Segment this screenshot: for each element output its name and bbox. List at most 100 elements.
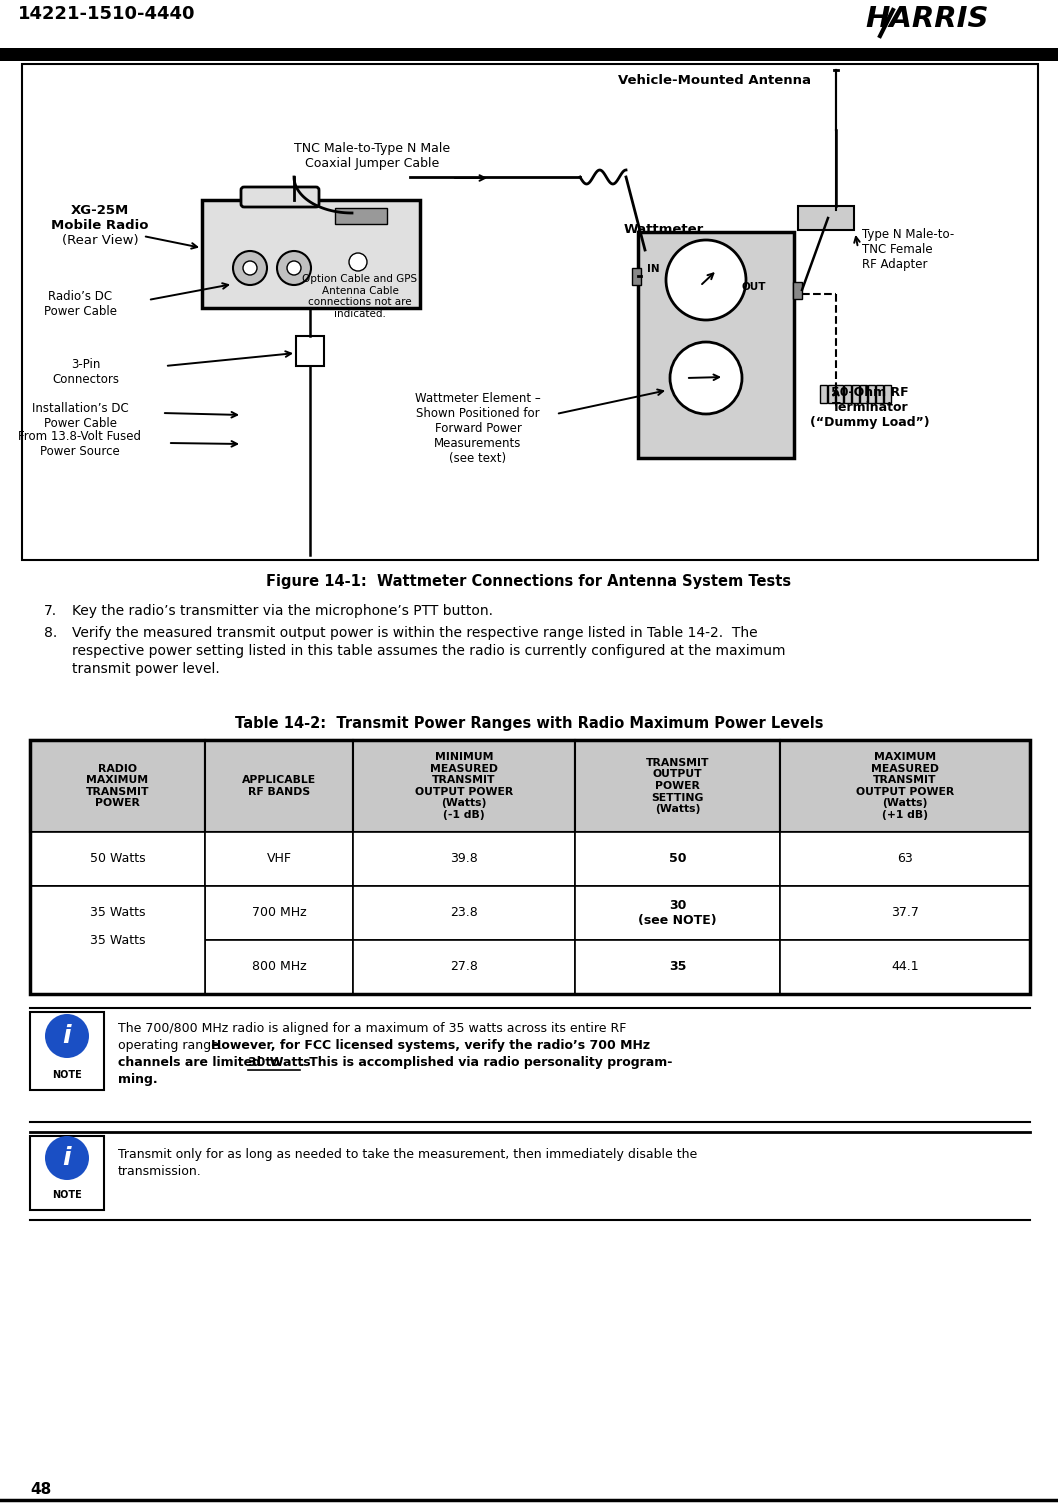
Bar	[30, 886, 205, 994]
Text: 35: 35	[669, 960, 687, 974]
Text: NOTE: NOTE	[52, 1071, 81, 1080]
Text: 8.: 8.	[44, 627, 57, 640]
Text: 35 Watts: 35 Watts	[90, 906, 145, 920]
Text: 30
(see NOTE): 30 (see NOTE)	[638, 898, 717, 927]
Text: 50-Ohm RF
Terminator
(“Dummy Load”): 50-Ohm RF Terminator (“Dummy Load”)	[810, 387, 930, 429]
FancyBboxPatch shape	[241, 187, 320, 207]
Text: 35 Watts: 35 Watts	[90, 933, 145, 947]
Bar	[30, 886, 205, 941]
Text: 23.8: 23.8	[450, 906, 478, 920]
Text: 50: 50	[669, 853, 687, 865]
Text: 7.: 7.	[44, 604, 57, 618]
Bar	[828, 385, 835, 403]
Text: 63: 63	[897, 853, 913, 865]
Circle shape	[233, 251, 267, 285]
Bar	[780, 740, 1030, 832]
Text: TNC Male-to-Type N Male
Coaxial Jumper Cable: TNC Male-to-Type N Male Coaxial Jumper C…	[294, 142, 450, 171]
Bar	[296, 337, 324, 365]
Bar	[638, 233, 794, 458]
Bar	[574, 832, 780, 886]
Text: 14221-1510-4440: 14221-1510-4440	[18, 5, 196, 23]
Text: Transmit only for as long as needed to take the measurement, then immediately di: Transmit only for as long as needed to t…	[118, 1148, 697, 1161]
Bar	[632, 267, 641, 285]
Text: 700 MHz: 700 MHz	[252, 906, 307, 920]
Text: The 700/800 MHz radio is aligned for a maximum of 35 watts across its entire RF: The 700/800 MHz radio is aligned for a m…	[118, 1022, 626, 1034]
Text: Key the radio’s transmitter via the microphone’s PTT button.: Key the radio’s transmitter via the micr…	[72, 604, 493, 618]
Bar	[205, 832, 353, 886]
Bar	[574, 941, 780, 994]
Text: 30 Watts: 30 Watts	[248, 1055, 311, 1069]
Bar	[335, 208, 387, 223]
Bar	[798, 205, 854, 230]
Text: 800 MHz: 800 MHz	[252, 960, 307, 974]
Text: channels are limited to: channels are limited to	[118, 1055, 285, 1069]
Circle shape	[349, 254, 367, 270]
Text: . This is accomplished via radio personality program-: . This is accomplished via radio persona…	[300, 1055, 673, 1069]
Text: Option Cable and GPS
Antenna Cable
connections not are
indicated.: Option Cable and GPS Antenna Cable conne…	[303, 273, 418, 319]
Text: XG-25M: XG-25M	[71, 204, 129, 217]
Text: respective power setting listed in this table assumes the radio is currently con: respective power setting listed in this …	[72, 643, 785, 658]
Bar	[353, 886, 574, 941]
Circle shape	[670, 341, 742, 414]
Text: Mobile Radio: Mobile Radio	[51, 219, 149, 233]
Text: 50 Watts: 50 Watts	[90, 853, 145, 865]
Bar	[860, 385, 867, 403]
Bar	[353, 740, 574, 832]
Text: Table 14-2:  Transmit Power Ranges with Radio Maximum Power Levels: Table 14-2: Transmit Power Ranges with R…	[235, 716, 823, 731]
Bar	[836, 385, 843, 403]
Bar	[820, 385, 827, 403]
Text: VHF: VHF	[267, 853, 292, 865]
Bar	[30, 740, 205, 832]
Text: Installation’s DC
Power Cable: Installation’s DC Power Cable	[32, 402, 128, 430]
Bar	[205, 941, 353, 994]
Circle shape	[665, 240, 746, 320]
Circle shape	[45, 1015, 89, 1059]
Text: 39.8: 39.8	[450, 853, 478, 865]
Bar	[202, 199, 420, 308]
Text: Radio’s DC
Power Cable: Radio’s DC Power Cable	[43, 290, 116, 319]
Bar	[30, 1136, 104, 1210]
Text: RADIO
MAXIMUM
TRANSMIT
POWER: RADIO MAXIMUM TRANSMIT POWER	[86, 764, 149, 808]
Text: 48: 48	[30, 1481, 51, 1496]
Bar	[30, 832, 205, 886]
Text: i: i	[62, 1146, 71, 1170]
Text: Figure 14-1:  Wattmeter Connections for Antenna System Tests: Figure 14-1: Wattmeter Connections for A…	[267, 574, 791, 589]
Text: 3-Pin
Connectors: 3-Pin Connectors	[53, 358, 120, 387]
Text: IN: IN	[647, 264, 659, 273]
Text: transmission.: transmission.	[118, 1166, 202, 1178]
Text: Wattmeter: Wattmeter	[624, 223, 705, 236]
Circle shape	[287, 261, 300, 275]
Bar	[205, 886, 353, 941]
Bar	[852, 385, 859, 403]
Bar	[876, 385, 883, 403]
Bar	[780, 886, 1030, 941]
Bar	[30, 740, 1030, 994]
Bar	[574, 740, 780, 832]
Bar	[30, 1012, 104, 1090]
Bar	[30, 740, 1030, 832]
Bar	[780, 941, 1030, 994]
Text: operating range.: operating range.	[118, 1039, 226, 1052]
Text: Vehicle-Mounted Antenna: Vehicle-Mounted Antenna	[618, 74, 811, 88]
Text: 37.7: 37.7	[891, 906, 919, 920]
Circle shape	[45, 1136, 89, 1179]
Text: OUT: OUT	[742, 282, 766, 291]
Text: APPLICABLE
RF BANDS: APPLICABLE RF BANDS	[242, 775, 316, 797]
Text: From 13.8-Volt Fused
Power Source: From 13.8-Volt Fused Power Source	[18, 430, 142, 458]
Text: 27.8: 27.8	[450, 960, 478, 974]
Bar	[884, 385, 891, 403]
Bar	[22, 63, 1038, 560]
Bar	[353, 832, 574, 886]
Text: Type N Male-to-
TNC Female
RF Adapter: Type N Male-to- TNC Female RF Adapter	[862, 228, 954, 270]
Bar	[353, 941, 574, 994]
Bar	[780, 832, 1030, 886]
Circle shape	[243, 261, 257, 275]
Bar	[205, 740, 353, 832]
Text: However, for FCC licensed systems, verify the radio’s 700 MHz: However, for FCC licensed systems, verif…	[211, 1039, 650, 1052]
Bar	[868, 385, 875, 403]
Text: transmit power level.: transmit power level.	[72, 661, 220, 676]
Circle shape	[277, 251, 311, 285]
Text: NOTE: NOTE	[52, 1190, 81, 1200]
Text: TRANSMIT
OUTPUT
POWER
SETTING
(Watts): TRANSMIT OUTPUT POWER SETTING (Watts)	[645, 758, 709, 814]
Text: Verify the measured transmit output power is within the respective range listed : Verify the measured transmit output powe…	[72, 627, 758, 640]
